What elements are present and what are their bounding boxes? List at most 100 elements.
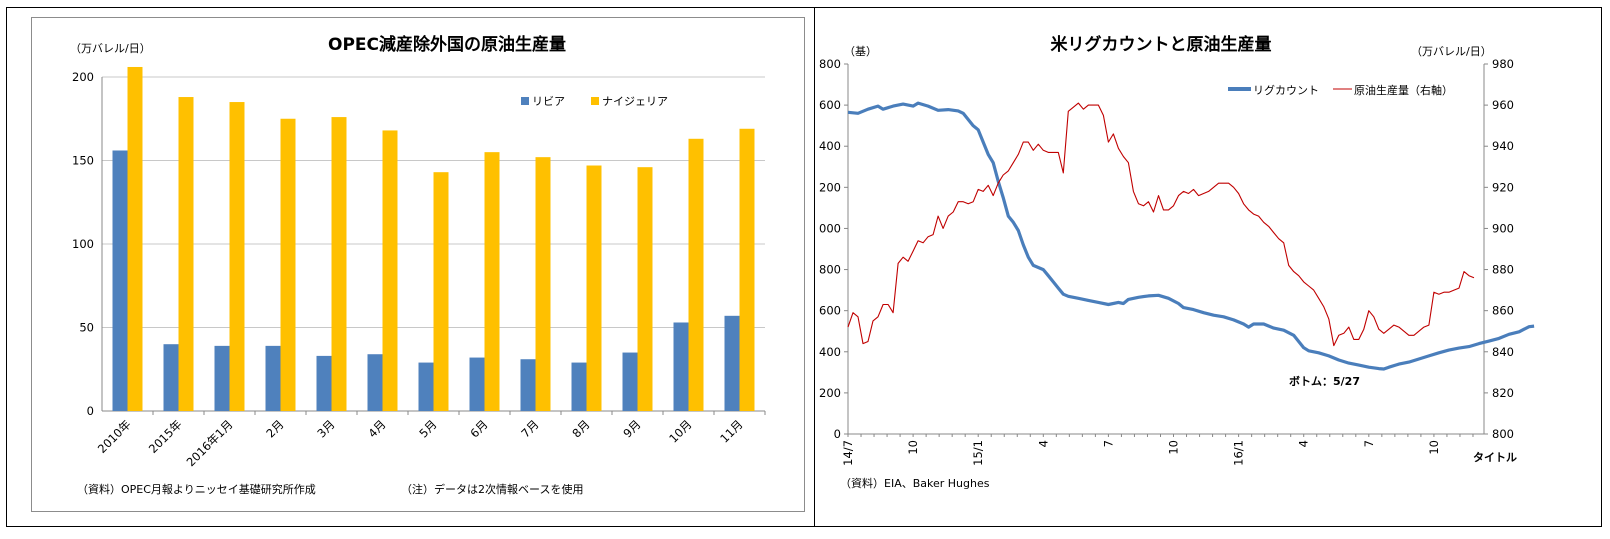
bar-x-tick-label: 6月 — [467, 417, 490, 440]
right-y-tick-label: 860 — [1492, 304, 1514, 318]
left-axis-unit-label: （基） — [844, 45, 877, 58]
bar-nigeria — [637, 167, 653, 411]
left-y-tick-label: 1600 — [818, 98, 841, 112]
bar-nigeria — [484, 152, 500, 411]
bar-y-axis: 0 50 100 150 200 — [72, 70, 94, 418]
bar-libya — [469, 357, 485, 411]
line-x-tick-label: 16/1 — [1232, 440, 1246, 466]
bar-nigeria — [433, 172, 449, 411]
line-chart-source-note: （資料）EIA、Baker Hughes — [840, 476, 990, 490]
line-x-tick-label: 14/7 — [841, 440, 855, 466]
bar-nigeria — [535, 157, 551, 411]
bar-y-tick-label: 50 — [79, 321, 94, 335]
bar-y-tick-label: 0 — [87, 404, 94, 418]
left-y-axis: 0 200 400 600 800 1000 1200 1400 1600 1800 — [818, 57, 848, 441]
bar-libya — [316, 355, 332, 411]
bar-libya — [673, 322, 689, 411]
right-y-tick-label: 920 — [1492, 180, 1514, 194]
line-legend: リグカウント 原油生産量（右軸） — [1228, 83, 1453, 97]
left-y-tick-label: 400 — [819, 345, 841, 359]
bar-x-tick-label: 2月 — [263, 417, 286, 440]
legend-label-rig-count: リグカウント — [1253, 83, 1319, 97]
bar-nigeria — [382, 130, 398, 411]
right-y-tick-label: 900 — [1492, 221, 1514, 235]
bar-x-tick-label: 2010年 — [95, 417, 134, 456]
bar-series — [112, 66, 755, 412]
bar-nigeria — [127, 66, 143, 412]
bar-libya — [214, 345, 230, 411]
bar-libya — [367, 354, 383, 411]
bar-nigeria — [688, 138, 704, 411]
bar-x-tick-label: 9月 — [620, 417, 643, 440]
line-x-tick-label: 7 — [1101, 440, 1115, 447]
rig-count-line — [847, 101, 1535, 371]
bar-libya — [724, 315, 740, 411]
right-y-tick-label: 840 — [1492, 345, 1514, 359]
bar-nigeria — [739, 128, 755, 411]
legend-swatch-libya — [521, 97, 529, 105]
right-y-tick-label: 880 — [1492, 263, 1514, 277]
bar-chart-unit-label: （万バレル/日） — [70, 42, 151, 55]
left-chart-panel: OPEC減産除外国の原油生産量 （万バレル/日） 0 50 100 150 200 20… — [31, 17, 805, 512]
bar-libya — [622, 352, 638, 411]
bar-libya — [571, 362, 587, 411]
line-x-tick-label: 10 — [906, 440, 920, 455]
bar-x-tick-label: 8月 — [569, 417, 592, 440]
bar-nigeria — [229, 102, 245, 412]
line-x-tick-label: 10 — [1427, 440, 1441, 455]
left-y-tick-label: 200 — [819, 386, 841, 400]
bar-y-tick-label: 150 — [72, 154, 94, 168]
bar-nigeria — [178, 97, 194, 411]
bar-libya — [163, 344, 179, 411]
bar-legend: リビア ナイジェリア — [521, 95, 668, 108]
bar-chart-title: OPEC減産除外国の原油生産量 — [328, 34, 566, 55]
legend-swatch-nigeria — [591, 97, 599, 105]
bar-libya — [112, 150, 128, 412]
bar-nigeria — [280, 118, 296, 411]
panel-divider — [814, 7, 815, 527]
line-x-tick-label: 15/1 — [971, 440, 985, 466]
bar-x-tick-label: 7月 — [518, 417, 541, 440]
bar-chart-footnote: （注）データは2次情報ベースを使用 — [401, 482, 583, 496]
bar-x-tick-label: 10月 — [666, 417, 694, 445]
right-y-tick-label: 820 — [1492, 386, 1514, 400]
bar-x-tick-label: 2016年1月 — [184, 417, 236, 469]
right-axis-unit-label: （万バレル/日） — [1411, 45, 1492, 58]
legend-label-oil-production: 原油生産量（右軸） — [1354, 83, 1453, 97]
left-y-tick-label: 0 — [834, 427, 841, 441]
bar-x-tick-label: 3月 — [314, 417, 337, 440]
line-x-axis-title: タイトル — [1473, 451, 1517, 464]
bar-libya — [265, 345, 281, 411]
right-y-tick-label: 800 — [1492, 427, 1514, 441]
line-chart: 米リグカウントと原油生産量 （基） （万バレル/日） 0 200 400 600 800… — [818, 34, 1535, 490]
line-axes — [847, 64, 1485, 435]
right-y-tick-label: 940 — [1492, 139, 1514, 153]
bar-y-tick-label: 100 — [72, 237, 94, 251]
outer-frame — [6, 7, 1602, 527]
line-chart-title: 米リグカウントと原油生産量 — [1051, 34, 1272, 55]
left-y-tick-label: 600 — [819, 304, 841, 318]
left-y-tick-label: 1000 — [818, 221, 841, 235]
line-x-axis: 14/7 10 15/1 4 7 10 16/1 4 7 10 — [841, 434, 1474, 466]
right-y-tick-label: 980 — [1492, 57, 1514, 71]
bar-nigeria — [331, 117, 347, 411]
line-series — [847, 101, 1535, 371]
bar-libya — [418, 362, 434, 411]
right-y-axis: 800 820 840 860 880 900 920 940 960 980 — [1484, 57, 1514, 441]
bar-libya — [520, 359, 536, 411]
bar-x-tick-label: 2015年 — [146, 417, 185, 456]
bar-nigeria — [586, 165, 602, 411]
bar-chart-source-note: （資料）OPEC月報よりニッセイ基礎研究所作成 — [77, 482, 316, 496]
line-x-tick-label: 10 — [1167, 440, 1181, 455]
bottom-annotation: ボトム：5/27 — [1289, 374, 1360, 388]
oil-production-line — [847, 102, 1475, 347]
left-y-tick-label: 1800 — [818, 57, 841, 71]
bar-x-tick-label: 4月 — [365, 417, 388, 440]
left-y-tick-label: 1400 — [818, 139, 841, 153]
line-x-tick-label: 4 — [1297, 440, 1311, 447]
legend-label-nigeria: ナイジェリア — [602, 95, 668, 108]
left-y-tick-label: 1200 — [818, 180, 841, 194]
legend-label-libya: リビア — [532, 95, 565, 108]
right-y-tick-label: 960 — [1492, 98, 1514, 112]
